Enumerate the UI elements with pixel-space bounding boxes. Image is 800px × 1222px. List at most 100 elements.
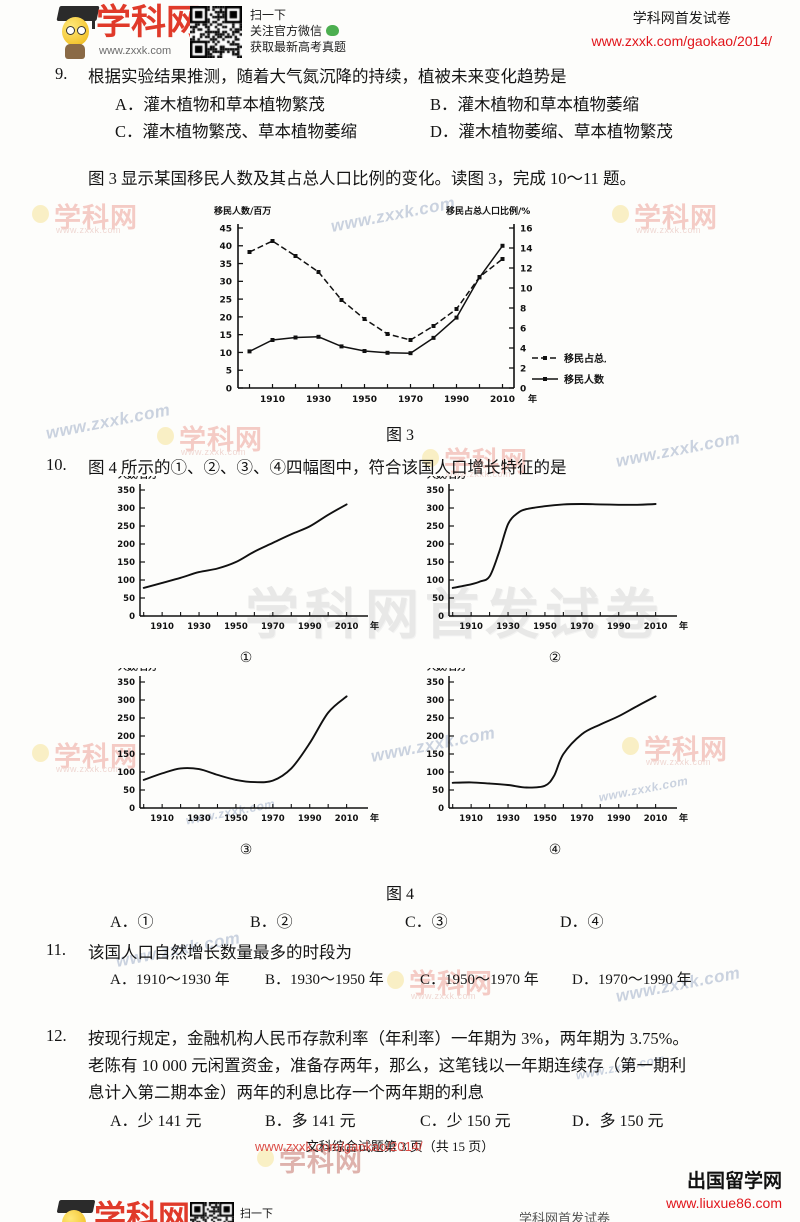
figure4-label-1: ① [239,651,253,666]
question-9-option-d[interactable]: D．灌木植物萎缩、草本植物繁茂 [430,122,673,141]
svg-text:1950: 1950 [533,622,557,632]
figure4-label-3: ③ [239,843,253,858]
question-12-option-c[interactable]: C．少 150 元 [420,1113,511,1130]
figure3-chart: 0 5 10 15 20 25 30 35 40 45 0 2 4 6 8 10 12 14 16 1910 1930 1… [196,196,606,421]
svg-text:年: 年 [528,393,537,405]
svg-text:8: 8 [520,304,526,314]
question-10-option-a[interactable]: A．① [110,914,154,931]
svg-text:1950: 1950 [224,622,248,632]
svg-text:年: 年 [679,620,688,632]
svg-text:移民占总人口比例: 移民占总人口比例 [564,352,606,365]
svg-text:250: 250 [117,522,135,532]
svg-text:100: 100 [426,576,444,586]
svg-text:250: 250 [426,522,444,532]
question-11-option-a[interactable]: A．1910～1930 年 [110,972,230,988]
svg-text:200: 200 [117,540,135,550]
svg-text:14: 14 [520,244,533,254]
question-11-option-b[interactable]: B．1930～1950 年 [265,972,384,988]
qr-scan-label-repeat: 扫一下 [240,1207,273,1220]
svg-text:0: 0 [438,804,444,814]
svg-text:10: 10 [520,284,533,294]
svg-text:1930: 1930 [187,622,211,632]
question-12-option-a[interactable]: A．少 141 元 [110,1113,202,1130]
mascot-eye-left-icon [66,26,75,35]
svg-text:人数/百万: 人数/百万 [117,668,157,673]
svg-text:1910: 1910 [260,395,285,405]
svg-text:2010: 2010 [490,395,515,405]
svg-text:350: 350 [426,486,444,496]
svg-text:年: 年 [679,812,688,824]
svg-text:150: 150 [426,558,444,568]
svg-text:150: 150 [426,750,444,760]
svg-text:1950: 1950 [533,814,557,824]
figure4-chart-2: 0 50 100 150 200 250 300 350 1910 1930 1950 1970 199… [405,476,705,656]
svg-text:10: 10 [219,349,232,359]
svg-text:1930: 1930 [306,395,331,405]
figure4-chart-1: 0 50 100 150 200 250 300 350 1910 1930 1950 1970 199… [96,476,396,656]
question-10-option-b[interactable]: B．② [250,914,293,931]
qr-line-1: 扫一下 [250,8,287,22]
liuxue-site-url[interactable]: www.liuxue86.com [666,1195,782,1211]
zxxk-logo-repeat: 学科网 [52,1200,202,1222]
question-9-option-a[interactable]: A．灌木植物和草本植物繁茂 [115,95,325,114]
svg-text:1950: 1950 [352,395,377,405]
zxxk-logo: 学科网 www.zxxk.com [52,4,202,60]
svg-text:1910: 1910 [459,622,483,632]
header-url[interactable]: www.zxxk.com/gaokao/2014/ [591,33,772,49]
svg-text:1970: 1970 [398,395,423,405]
logo-text: 学科网 [96,3,202,43]
svg-text:50: 50 [432,786,444,796]
svg-text:1990: 1990 [607,622,631,632]
header-title: 学科网首发试卷 [632,11,731,27]
svg-text:45: 45 [219,224,232,234]
svg-text:0: 0 [520,384,526,394]
qr-line-3: 获取最新高考真题 [250,40,347,54]
svg-text:1970: 1970 [261,622,285,632]
svg-text:35: 35 [219,260,232,270]
svg-text:20: 20 [219,313,232,323]
footer-watermark-url: www.zxxk.com/gaokao/2014/ [255,1139,423,1154]
question-10-option-d[interactable]: D．④ [560,914,604,931]
svg-text:1970: 1970 [570,622,594,632]
svg-text:0: 0 [438,612,444,622]
header-right: 学科网首发试卷 www.zxxk.com/gaokao/2014/ [591,8,772,49]
page-header: 学科网 www.zxxk.com 扫一下 关注官方微信 获取最新高考真题 学科网… [0,0,800,62]
svg-text:25: 25 [219,296,232,306]
svg-text:移民占总人口比例/%: 移民占总人口比例/% [446,205,530,217]
svg-text:300: 300 [426,696,444,706]
svg-text:50: 50 [123,594,135,604]
logo-url: www.zxxk.com [99,45,172,57]
question-12-option-d[interactable]: D．多 150 元 [572,1113,664,1130]
cap-tassel-icon [92,17,95,29]
question-9-stem: 根据实验结果推测，随着大气氮沉降的持续，植被未来变化趋势是 [88,67,567,86]
svg-text:2010: 2010 [644,814,668,824]
svg-text:6: 6 [520,324,526,334]
svg-text:0: 0 [129,804,135,814]
svg-text:300: 300 [426,504,444,514]
svg-text:200: 200 [426,540,444,550]
svg-text:200: 200 [426,732,444,742]
question-11-option-c[interactable]: C．1950～1970 年 [420,972,539,988]
svg-text:1990: 1990 [298,814,322,824]
question-11-option-d[interactable]: D．1970～1990 年 [572,972,692,988]
svg-text:0: 0 [129,612,135,622]
svg-text:1930: 1930 [187,814,211,824]
question-12-number: 12. [46,1026,67,1045]
svg-text:200: 200 [117,732,135,742]
question-12-option-b[interactable]: B．多 141 元 [265,1113,356,1130]
mascot-body-icon [65,44,85,59]
svg-text:1910: 1910 [459,814,483,824]
svg-text:1910: 1910 [150,814,174,824]
question-12-stem-line-3: 息计入第二期本金）两年的利息比存一个两年期的利息 [88,1083,484,1102]
question-9-option-b[interactable]: B．灌木植物和草本植物萎缩 [430,95,640,114]
qr-instructions: 扫一下 关注官方微信 获取最新高考真题 [250,7,346,55]
svg-text:0: 0 [226,384,232,394]
svg-text:300: 300 [117,696,135,706]
question-10-option-c[interactable]: C．③ [405,914,448,931]
question-9-option-c[interactable]: C．灌木植物繁茂、草本植物萎缩 [115,122,358,141]
svg-text:350: 350 [426,678,444,688]
svg-text:5: 5 [226,367,232,377]
svg-text:350: 350 [117,486,135,496]
svg-text:30: 30 [219,278,232,288]
